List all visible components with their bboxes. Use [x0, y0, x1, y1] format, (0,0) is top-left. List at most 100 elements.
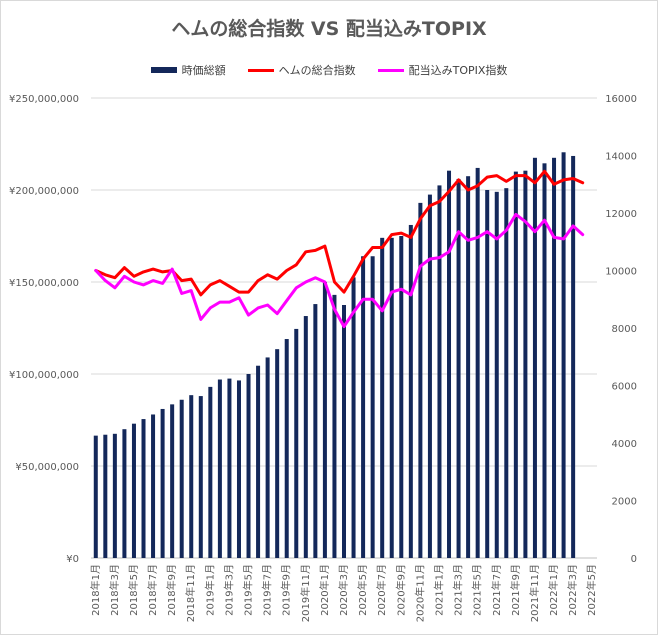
bar: [380, 237, 385, 558]
x-tick-label: 2022年1月: [547, 564, 560, 616]
bar: [303, 316, 308, 558]
bar: [208, 386, 213, 558]
x-tick-label: 2021年3月: [452, 564, 465, 616]
y-left-tick-label: ¥250,000,000: [9, 94, 79, 105]
x-tick-label: 2019年5月: [242, 564, 255, 616]
bar: [217, 379, 222, 558]
bar: [447, 170, 452, 558]
x-tick-label: 2020年1月: [318, 564, 331, 616]
bar: [408, 224, 413, 558]
bar: [246, 374, 251, 558]
bar: [466, 176, 471, 558]
x-tick-label: 2019年3月: [222, 564, 235, 616]
bar: [561, 152, 566, 558]
legend-item-hem-index: ヘムの総合指数: [247, 62, 356, 78]
legend: 時価総額 ヘムの総合指数 配当込みTOPIX指数: [0, 62, 658, 78]
bar: [361, 256, 366, 558]
bar: [170, 404, 175, 558]
bar: [399, 236, 404, 558]
x-tick-label: 2019年7月: [261, 564, 274, 616]
legend-item-topix: 配当込みTOPIX指数: [377, 62, 508, 78]
x-tick-label: 2020年3月: [337, 564, 350, 616]
bar: [456, 178, 461, 558]
x-tick-label: 2018年7月: [146, 564, 159, 616]
y-left-tick-label: ¥50,000,000: [15, 462, 79, 473]
legend-swatch-hem-index: [247, 68, 274, 72]
bar: [236, 380, 241, 558]
bar: [485, 190, 490, 558]
x-tick-label: 2021年1月: [432, 564, 445, 616]
x-tick-label: 2018年9月: [165, 564, 178, 616]
line-hem-index: [94, 169, 585, 297]
bar: [294, 328, 299, 558]
y-right-tick-label: 4000: [612, 439, 637, 450]
bar: [542, 163, 547, 558]
y-right-tick-label: 12000: [605, 209, 637, 220]
bar: [351, 277, 356, 558]
bar: [265, 357, 270, 558]
legend-swatch-market-cap: [150, 67, 177, 73]
x-tick-label: 2020年9月: [394, 564, 407, 616]
chart-title: ヘムの総合指数 VS 配当込みTOPIX: [171, 18, 487, 40]
x-tick-label: 2019年9月: [280, 564, 293, 616]
x-tick-label: 2020年11月: [413, 564, 426, 622]
bar: [122, 429, 127, 558]
y-right-tick-label: 14000: [605, 152, 637, 163]
x-tick-label: 2022年5月: [585, 564, 598, 616]
y-left-tick-label: ¥200,000,000: [9, 186, 79, 197]
bar: [332, 294, 337, 558]
y-right-tick-label: 0: [631, 554, 637, 565]
bar: [571, 155, 576, 558]
x-tick-label: 2018年1月: [89, 564, 102, 616]
bar: [112, 433, 117, 558]
y-left-tick-label: ¥100,000,000: [9, 370, 79, 381]
x-tick-label: 2021年7月: [490, 564, 503, 616]
bar: [141, 419, 146, 558]
bar: [341, 305, 347, 558]
legend-swatch-topix: [377, 68, 404, 72]
bar: [275, 349, 280, 558]
x-tick-label: 2018年5月: [127, 564, 140, 616]
bar: [103, 434, 108, 558]
legend-label-topix: 配当込みTOPIX指数: [408, 64, 508, 77]
x-tick-label: 2019年11月: [299, 564, 312, 622]
x-tick-label: 2021年9月: [509, 564, 522, 616]
bar: [256, 365, 261, 558]
legend-item-market-cap: 時価総額: [150, 62, 226, 78]
bar: [370, 256, 375, 558]
y-right-tick-label: 10000: [605, 267, 637, 278]
legend-label-market-cap: 時価総額: [181, 64, 226, 77]
bar: [189, 395, 194, 558]
y-right-tick-label: 2000: [612, 497, 637, 508]
bar: [179, 399, 184, 558]
x-tick-label: 2021年11月: [528, 564, 541, 622]
bar: [494, 191, 499, 558]
bar: [93, 435, 98, 558]
y-right-tick-label: 6000: [612, 382, 637, 393]
y-left-tick-label: ¥0: [66, 554, 79, 565]
bar: [523, 170, 528, 558]
bar: [198, 396, 203, 558]
bar: [552, 157, 557, 559]
y-right-tick-label: 8000: [612, 324, 637, 335]
x-tick-label: 2018年3月: [108, 564, 121, 616]
line-topix: [94, 212, 585, 329]
bar: [322, 282, 327, 558]
bar: [427, 194, 432, 558]
bar: [284, 339, 289, 558]
x-tick-label: 2020年5月: [356, 564, 369, 616]
bar: [151, 414, 156, 558]
bar: [475, 167, 480, 559]
bar: [437, 185, 442, 558]
x-tick-label: 2020年7月: [375, 564, 388, 616]
x-tick-label: 2022年3月: [566, 564, 579, 616]
x-tick-label: 2018年11月: [184, 564, 197, 622]
bar: [131, 423, 136, 558]
y-right-tick-label: 16000: [605, 94, 637, 105]
bar: [313, 304, 318, 558]
x-tick-label: 2021年5月: [471, 564, 484, 616]
bar: [227, 378, 232, 558]
bar: [418, 202, 423, 558]
